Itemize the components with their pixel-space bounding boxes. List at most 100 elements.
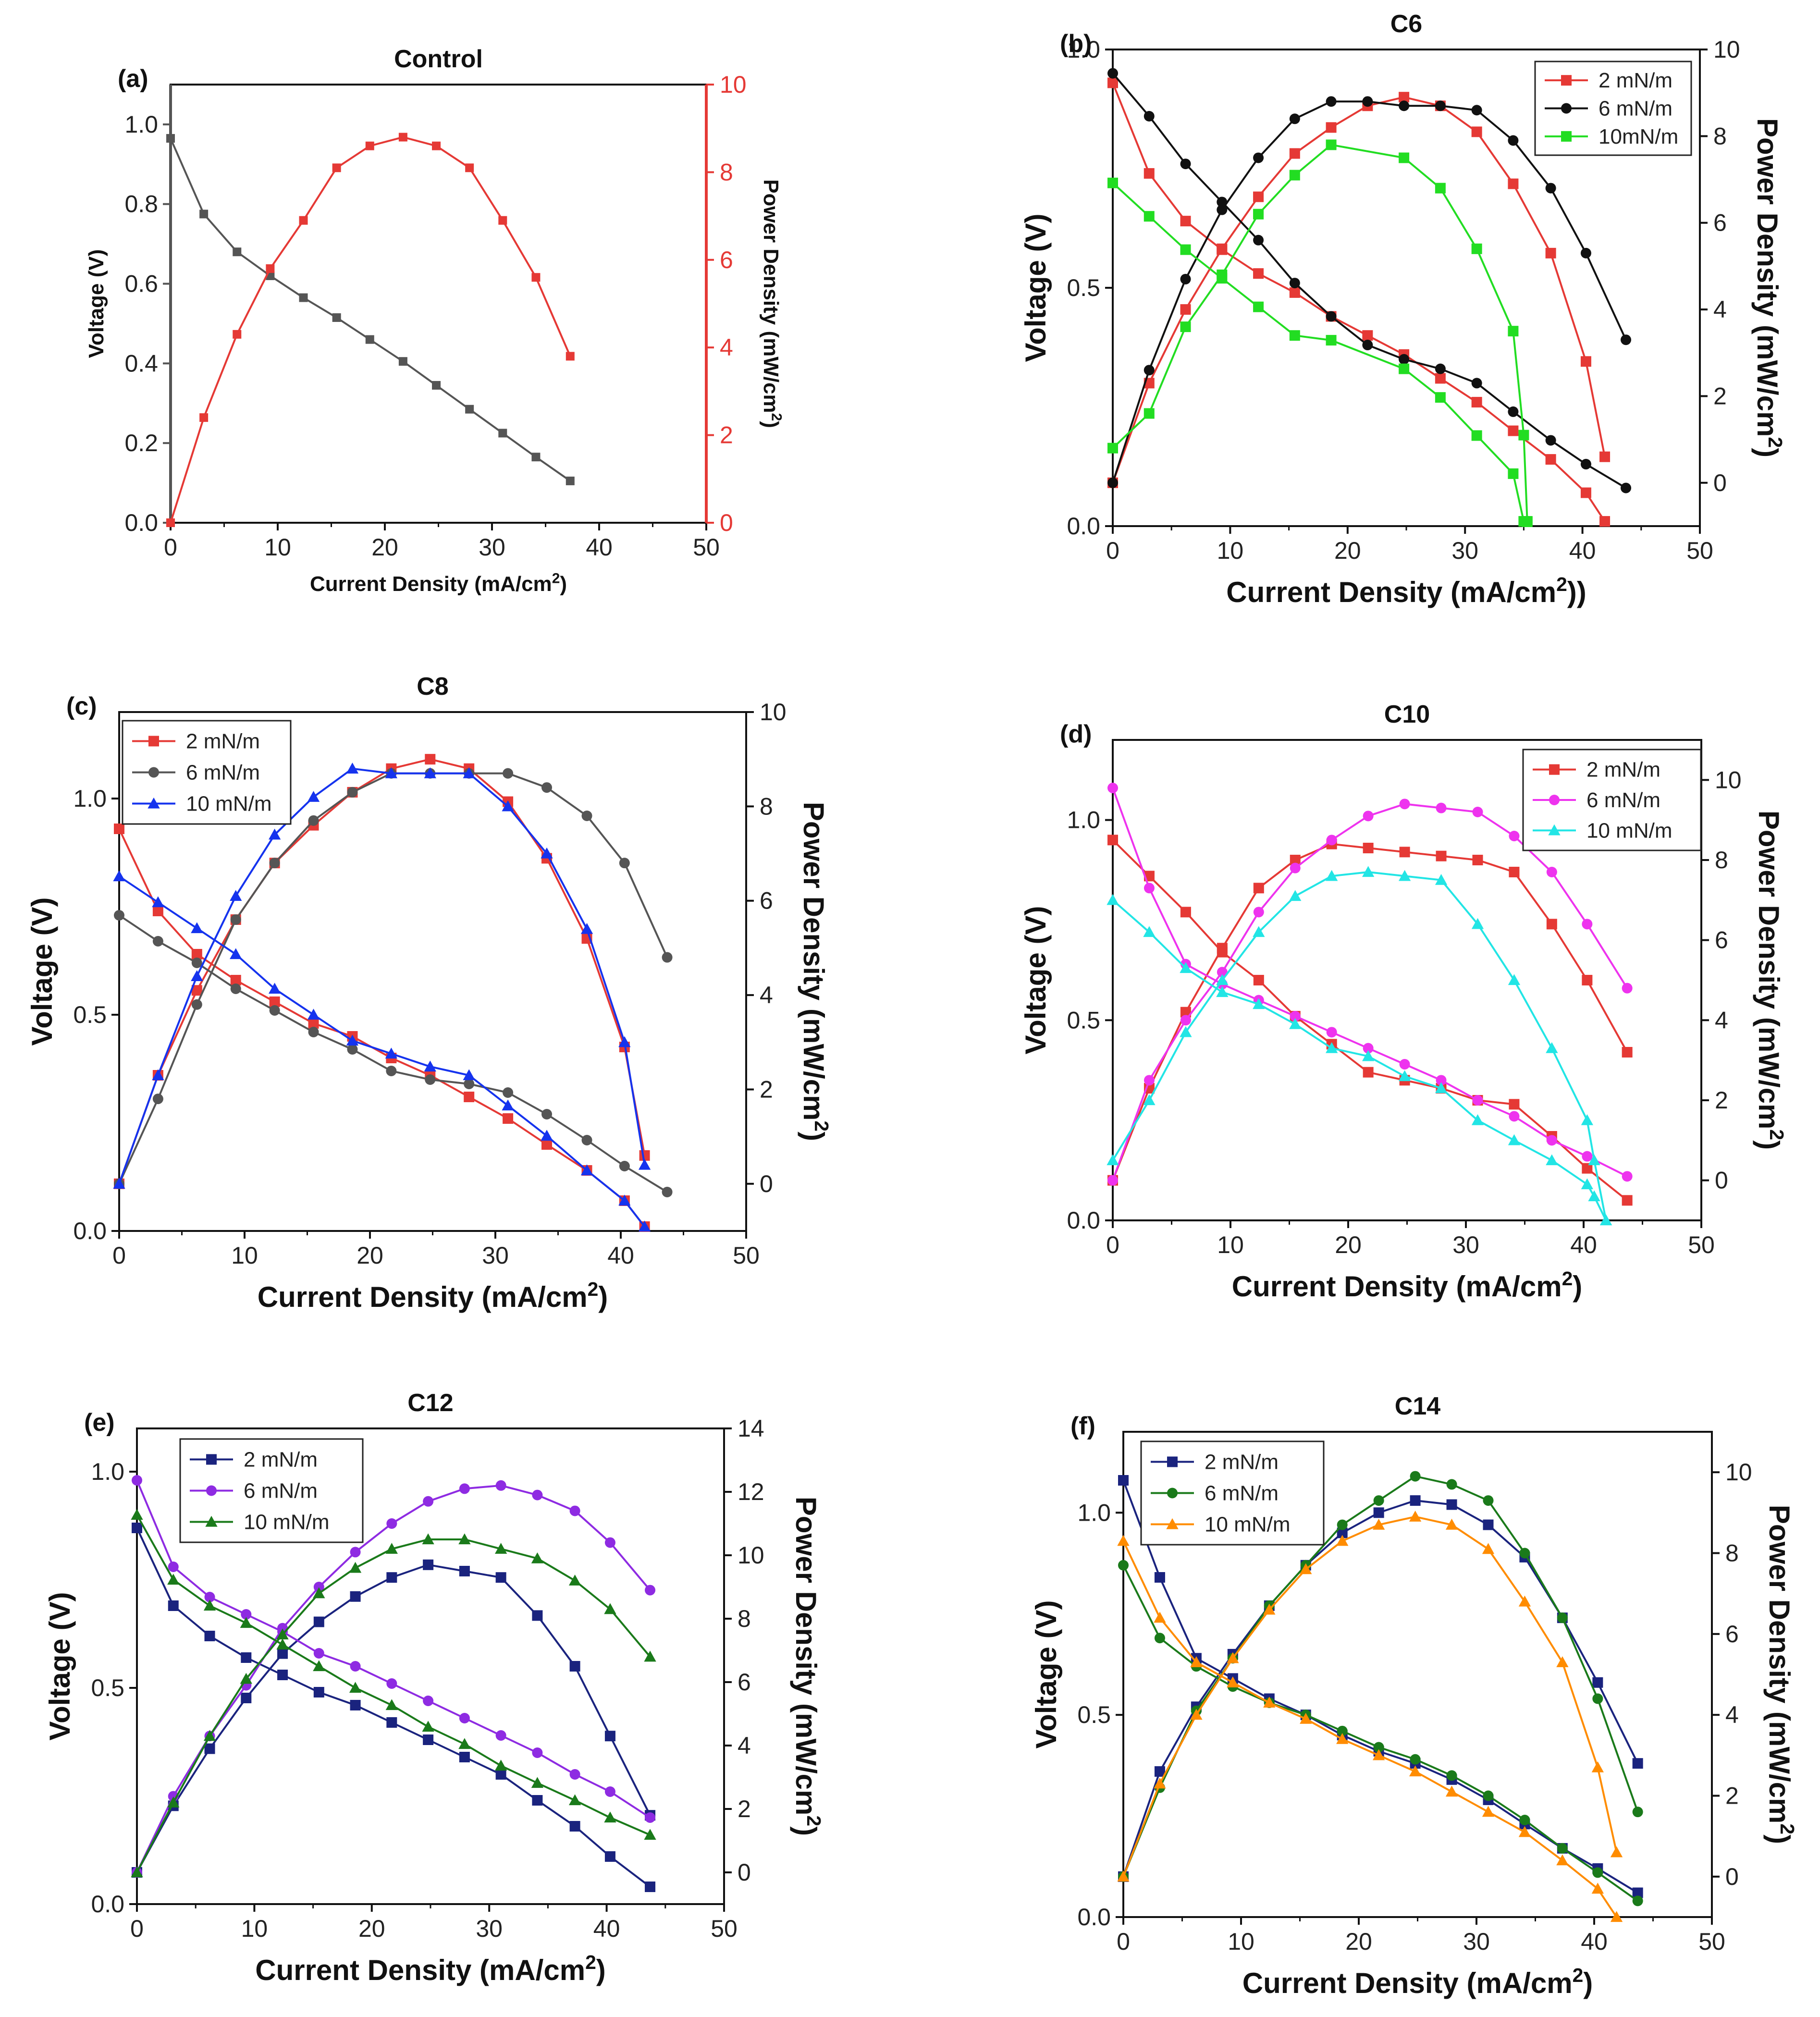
legend-label: 6 mN/m	[1586, 788, 1660, 812]
x-tick-label: 50	[733, 1242, 760, 1269]
power-point	[1144, 408, 1155, 419]
power-point	[1143, 1094, 1156, 1106]
voltage-point	[1588, 1190, 1600, 1202]
voltage-point	[1107, 835, 1118, 846]
voltage-point	[1592, 1867, 1603, 1878]
legend-label: 6 mN/m	[1205, 1482, 1279, 1505]
x-tick-label: 20	[1335, 1231, 1362, 1258]
voltage-point	[1435, 392, 1446, 403]
voltage-point	[1326, 1027, 1337, 1038]
legend-label: 10 mN/m	[1586, 819, 1672, 842]
voltage-point	[1253, 268, 1264, 279]
y2-axis-label: Power Density (mW/cm2)	[1753, 811, 1788, 1150]
y2-tick-label: 0	[760, 1170, 773, 1197]
chart-title: C12	[407, 1389, 453, 1417]
voltage-point	[1227, 1676, 1239, 1687]
voltage-point	[464, 1092, 475, 1102]
legend-label: 2 mN/m	[1599, 69, 1672, 92]
data-point	[233, 330, 242, 339]
legend-marker	[1167, 1488, 1178, 1499]
power-point	[350, 1591, 361, 1602]
y-axis-label: Voltage (V)	[44, 1592, 76, 1741]
voltage-point	[1591, 1882, 1604, 1894]
data-point	[566, 352, 575, 361]
power-point	[1107, 1154, 1119, 1166]
power-point	[313, 1582, 324, 1592]
voltage-point	[502, 1099, 514, 1111]
power-point	[541, 847, 553, 859]
data-point	[432, 141, 441, 150]
voltage-point	[1180, 216, 1191, 227]
voltage-point	[1107, 177, 1118, 188]
voltage-point	[531, 1777, 544, 1788]
power-point	[1253, 191, 1264, 202]
x-tick-label: 30	[1452, 1231, 1479, 1258]
y2-tick-label: 4	[760, 982, 773, 1008]
series-10-mn/m	[131, 1509, 656, 1878]
power-point	[1363, 811, 1374, 822]
power-point	[1373, 1518, 1385, 1530]
voltage-point	[1144, 168, 1155, 179]
power-point	[1599, 1214, 1612, 1226]
y2-tick-label: 10	[1713, 36, 1740, 63]
voltage-point	[463, 1069, 475, 1081]
power-point	[1373, 1507, 1384, 1518]
y2-tick-label: 2	[720, 422, 733, 449]
power-point	[1580, 356, 1591, 367]
power-point	[347, 787, 358, 798]
legend-marker	[1561, 75, 1572, 86]
panel-c: 0 10 20 30 40 50 0.0 0.5 1.0 0 2 4 6 8 10 C8 (c) Current …	[26, 673, 833, 1313]
data-point	[299, 293, 308, 302]
legend-label: 10mN/m	[1599, 125, 1678, 148]
y2-axis-label: Power Density (mW/cm2)	[759, 179, 785, 428]
data-point	[398, 133, 407, 142]
power-point	[240, 1673, 252, 1684]
voltage-point	[313, 1687, 324, 1697]
power-point	[386, 1518, 397, 1529]
power-point	[1253, 209, 1264, 220]
panel-label: (e)	[84, 1409, 115, 1437]
power-point	[191, 999, 202, 1010]
power-point	[1545, 247, 1556, 258]
series-voltage	[166, 134, 575, 485]
y2-tick-label: 6	[1715, 927, 1728, 954]
voltage-point	[113, 870, 125, 882]
y-tick-label: 0.0	[124, 509, 158, 536]
power-point	[532, 1610, 543, 1621]
y-tick-label: 0.0	[1067, 513, 1100, 540]
data-point	[566, 476, 575, 485]
power-point	[1180, 1007, 1191, 1018]
y-tick-label: 0.4	[124, 350, 158, 377]
voltage-point	[1326, 1042, 1338, 1053]
voltage-point	[618, 1194, 631, 1206]
series-2-mn/m	[114, 754, 650, 1232]
y2-tick-label: 0	[1715, 1167, 1728, 1194]
y2-tick-label: 2	[738, 1796, 751, 1822]
voltage-point	[1289, 278, 1300, 289]
power-point	[1509, 831, 1520, 841]
legend-marker	[206, 1485, 217, 1496]
power-point	[1180, 1015, 1191, 1026]
power-line	[1112, 144, 1528, 522]
legend-marker	[148, 767, 159, 778]
voltage-point	[1435, 363, 1446, 374]
voltage-point	[1436, 1075, 1447, 1086]
power-point	[1190, 1709, 1203, 1720]
power-point	[241, 1693, 252, 1703]
power-point	[531, 1552, 544, 1563]
power-point	[1289, 113, 1300, 124]
x-tick-label: 30	[1451, 537, 1478, 564]
power-point	[1336, 1535, 1349, 1546]
power-point	[1621, 334, 1632, 345]
power-point	[1253, 926, 1265, 937]
power-point	[1326, 122, 1337, 133]
voltage-point	[1107, 783, 1118, 793]
y-tick-label: 1.0	[73, 785, 107, 812]
voltage-point	[204, 1592, 215, 1602]
series-10-mn/m	[1117, 1511, 1623, 1922]
x-tick-label: 40	[607, 1242, 634, 1269]
series-power-density	[166, 133, 575, 527]
y-tick-label: 0.0	[91, 1891, 124, 1918]
y-tick-label: 0.5	[1067, 274, 1100, 301]
voltage-point	[541, 1139, 553, 1150]
